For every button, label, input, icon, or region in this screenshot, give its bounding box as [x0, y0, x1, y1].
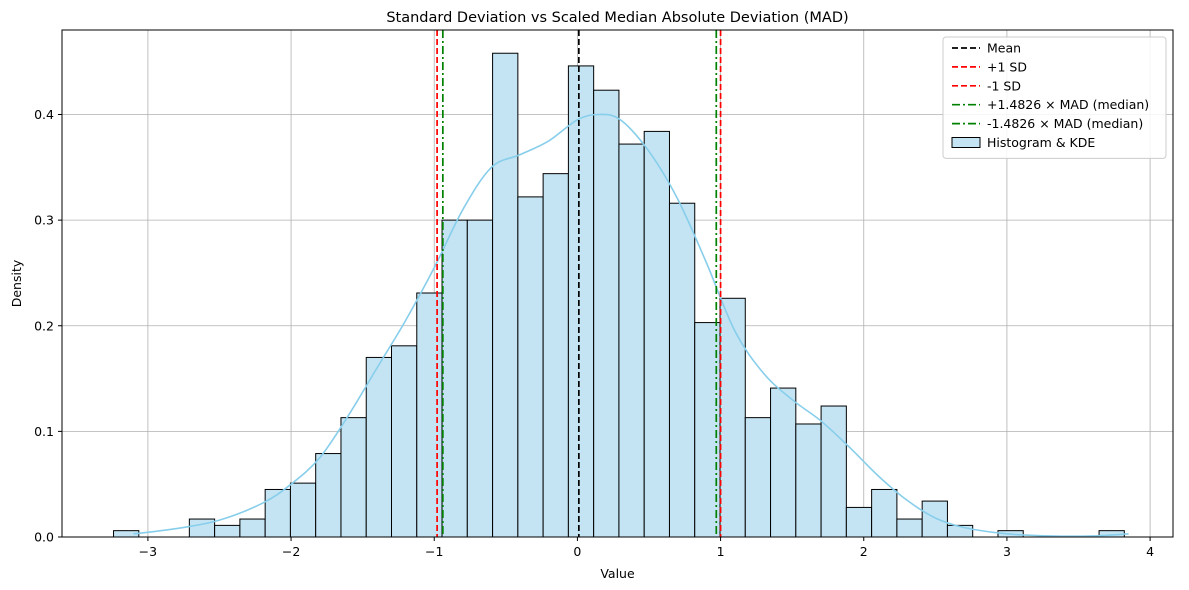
x-tick-label: 4: [1146, 544, 1154, 559]
x-tick-label: −1: [425, 544, 443, 559]
histogram-bar: [492, 52, 519, 538]
histogram-bar: [618, 143, 645, 538]
legend-label: Mean: [987, 41, 1021, 56]
x-tick-label: −3: [139, 544, 157, 559]
legend-box: [942, 36, 1167, 159]
histogram-bar: [340, 417, 367, 538]
y-tick-label: 0.3: [34, 213, 54, 228]
y-tick-label: 0.1: [34, 424, 54, 439]
histogram-bar: [264, 488, 291, 538]
axes-frame: [61, 29, 1174, 538]
x-tick-label: 1: [717, 544, 725, 559]
y-tick-label: 0.4: [34, 107, 54, 122]
histogram-bar: [289, 482, 317, 538]
histogram-bar: [416, 292, 443, 538]
histogram-bar: [643, 130, 670, 538]
y-tick-label: 0.0: [34, 530, 54, 545]
histogram-bar: [239, 518, 266, 538]
histogram-bar: [214, 524, 241, 538]
legend-label: -1.4826 × MAD (median): [987, 116, 1143, 131]
histogram-bar: [719, 297, 746, 538]
histogram-bar: [542, 173, 569, 538]
histogram-bar: [365, 356, 393, 538]
histogram-bar: [896, 518, 923, 538]
x-tick-label: 3: [1003, 544, 1011, 559]
histogram-bar: [871, 488, 898, 538]
legend-label: -1 SD: [987, 78, 1021, 93]
kde-curve: [133, 113, 1129, 538]
histogram-bar: [795, 423, 822, 538]
x-tick-label: −2: [282, 544, 300, 559]
legend: Mean +1 SD -1 SD +1.4826 × MAD (median) -1.4…: [942, 36, 1167, 159]
histogram-bar: [770, 387, 797, 538]
histogram-bar: [441, 219, 468, 538]
x-axis-label: Value: [600, 566, 635, 581]
legend-swatch: [951, 137, 981, 148]
x-ticks: −3 −2 −1 0 1 2 3 4: [139, 537, 1154, 559]
histogram-bar: [744, 417, 772, 538]
histogram-bar: [593, 89, 620, 538]
histogram-bar: [315, 453, 342, 538]
histogram-bar: [845, 506, 873, 538]
legend-label: Histogram & KDE: [987, 135, 1095, 150]
histogram-bar: [567, 65, 595, 538]
histogram-bars: [113, 52, 1125, 538]
legend-label: +1 SD: [987, 59, 1027, 74]
y-tick-label: 0.2: [34, 318, 54, 333]
histogram-bar: [391, 345, 418, 538]
histogram-bar: [466, 219, 494, 538]
legend-label: +1.4826 × MAD (median): [987, 97, 1149, 112]
histogram-bar: [820, 405, 847, 538]
x-tick-label: 0: [573, 544, 581, 559]
histogram-bar: [921, 500, 948, 538]
x-tick-label: 2: [860, 544, 868, 559]
y-ticks: 0.0 0.1 0.2 0.3 0.4: [34, 107, 62, 545]
histogram-bar: [668, 202, 696, 538]
reference-lines: [436, 30, 722, 537]
chart-title: Standard Deviation vs Scaled Median Abso…: [386, 10, 848, 26]
y-axis-label: Density: [9, 259, 24, 307]
histogram-bar: [517, 196, 544, 538]
